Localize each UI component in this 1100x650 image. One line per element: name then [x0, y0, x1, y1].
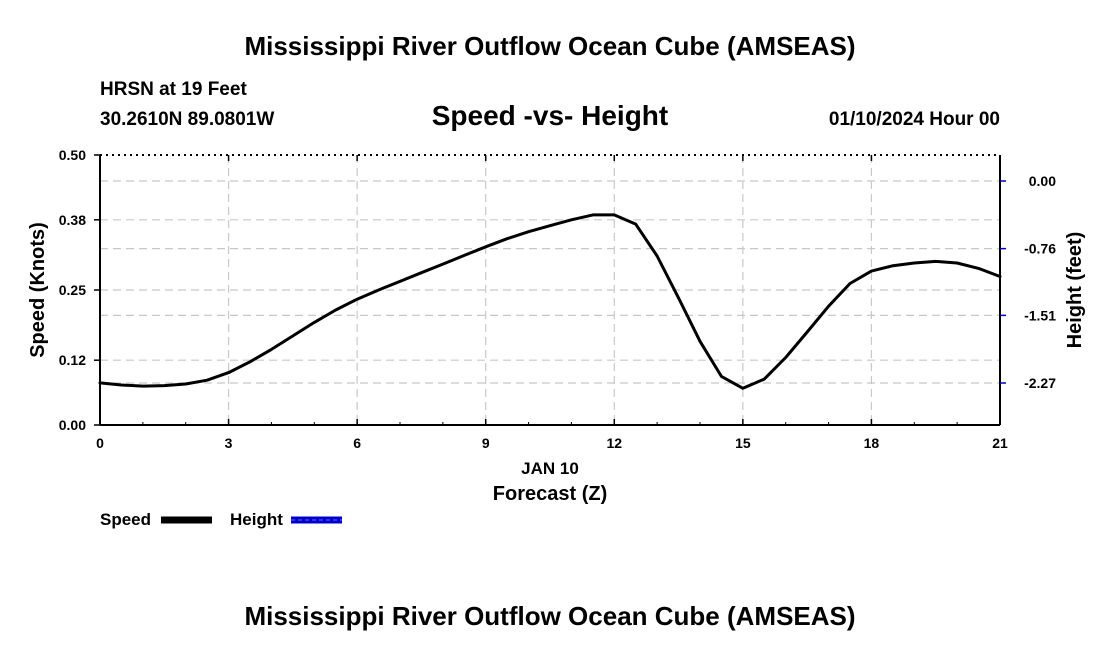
footer-title: Mississippi River Outflow Ocean Cube (AM… — [244, 601, 855, 631]
forecast-datetime: 01/10/2024 Hour 00 — [829, 109, 1000, 130]
y2-tick-label: -0.76 — [1024, 241, 1056, 257]
y-tick-label: 0.25 — [59, 282, 86, 298]
legend-height-label: Height — [230, 510, 283, 529]
y-tick-label: 0.38 — [59, 212, 86, 228]
x-tick-label: 6 — [353, 435, 361, 451]
x-tick-label: 0 — [96, 435, 104, 451]
y2-tick-label: -1.51 — [1024, 307, 1056, 323]
y2-tick-label: 0.00 — [1029, 173, 1056, 189]
chart-title: Mississippi River Outflow Ocean Cube (AM… — [244, 31, 855, 61]
x-tick-label: 9 — [482, 435, 490, 451]
x-tick-label: 12 — [606, 435, 622, 451]
legend: Speed Height — [100, 510, 342, 529]
y-axis-label: Speed (Knots) — [27, 222, 49, 358]
y-tick-label: 0.50 — [59, 147, 86, 163]
date-label: JAN 10 — [521, 459, 579, 478]
coords-label: 30.2610N 89.0801W — [100, 109, 274, 130]
y2-axis-label: Height (feet) — [1064, 232, 1086, 349]
y-tick-label: 0.00 — [59, 417, 86, 433]
x-axis: 0 3 6 9 12 15 18 21 — [96, 155, 1008, 451]
chart-subtitle: Speed -vs- Height — [432, 100, 668, 131]
x-tick-label: 18 — [864, 435, 880, 451]
series-line-speed — [98, 213, 1002, 390]
y-axis: 0.00 0.12 0.25 0.38 0.50 — [59, 147, 100, 433]
y2-axis: 0.00 -0.76 -1.51 -2.27 — [1000, 173, 1056, 391]
x-tick-label: 3 — [225, 435, 233, 451]
y-tick-label: 0.12 — [59, 352, 86, 368]
legend-speed-label: Speed — [100, 510, 151, 529]
series-group — [98, 213, 1002, 390]
y2-tick-label: -2.27 — [1024, 375, 1056, 391]
grid — [100, 155, 1000, 425]
x-tick-label: 21 — [992, 435, 1008, 451]
station-label: HRSN at 19 Feet — [100, 79, 247, 100]
x-axis-label: Forecast (Z) — [493, 483, 607, 505]
x-tick-label: 15 — [735, 435, 751, 451]
